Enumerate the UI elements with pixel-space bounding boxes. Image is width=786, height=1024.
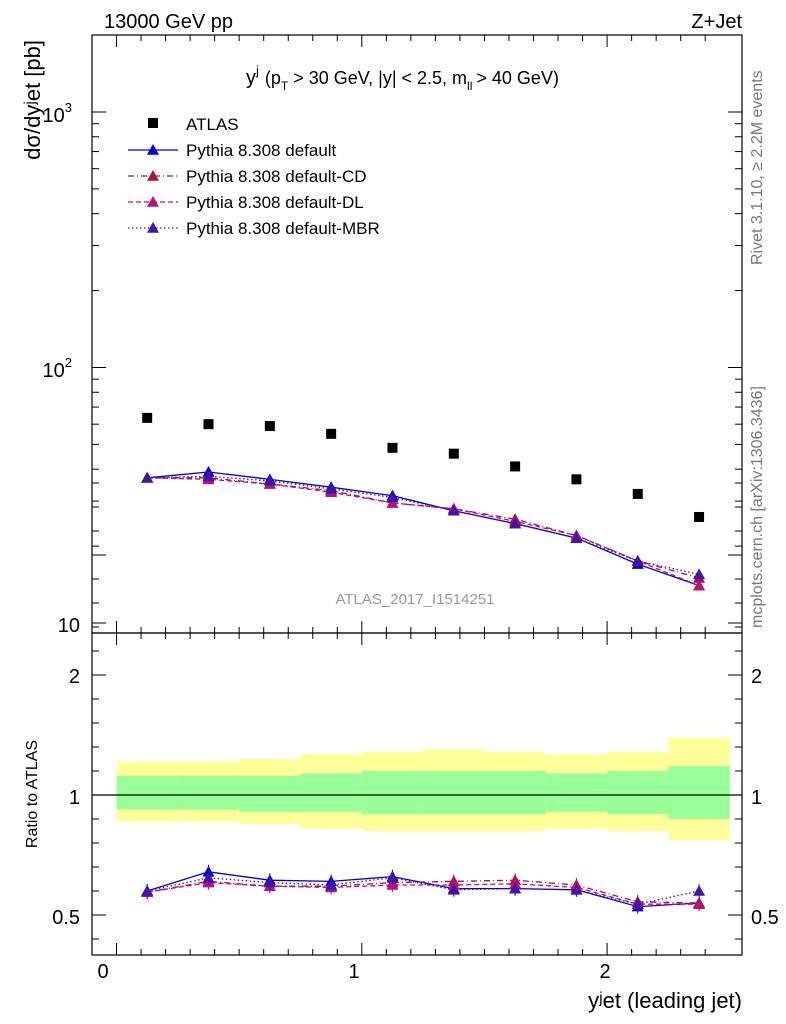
ratio-axis-ticks <box>92 482 742 955</box>
ytick-label-1000: 103 <box>43 100 72 127</box>
band-inner-3 <box>300 773 362 812</box>
atlas-point <box>632 488 643 499</box>
series-4-point <box>509 517 522 529</box>
legend-label-mbr: Pythia 8.308 default-MBR <box>186 219 380 238</box>
ytick-label-10: 10 <box>58 615 80 637</box>
series-4-point <box>631 554 644 566</box>
ratio-point-3 <box>693 898 706 909</box>
ratio-ytick-2-right: 2 <box>751 666 762 688</box>
ratio-line-4 <box>147 877 700 905</box>
ratio-ytick-1: 1 <box>69 787 80 809</box>
ratio-ytick-0p5-right: 0.5 <box>751 907 779 929</box>
ratio-ytick-0p5: 0.5 <box>52 907 80 929</box>
band-inner-5 <box>423 771 485 815</box>
ratio-ylabel: Ratio to ATLAS <box>24 740 41 848</box>
ratio-point-4 <box>631 898 644 909</box>
series-4-point <box>570 532 583 543</box>
band-inner-6 <box>484 771 546 815</box>
series-4-point <box>447 504 460 516</box>
ratio-point-4 <box>325 879 338 890</box>
mcplots-label: mcplots.cern.ch [arXiv:1306.3436] <box>749 386 766 628</box>
band-inner-4 <box>361 771 424 815</box>
atlas-point <box>571 474 582 485</box>
legend-marker-1 <box>147 144 159 155</box>
series-line-3 <box>147 477 700 587</box>
plot-title: yj (pT > 30 GeV, |y| < 2.5, mll > 40 GeV) <box>246 63 559 93</box>
band-inner-9 <box>668 766 730 819</box>
ratio-point-4 <box>202 871 215 883</box>
xaxis-label: yʲet (leading jet) <box>588 988 742 1013</box>
series-3-point <box>386 496 399 508</box>
legend-label-dl: Pythia 8.308 default-DL <box>186 193 364 212</box>
band-inner-1 <box>177 775 240 810</box>
ratio-point-4 <box>570 883 583 895</box>
atlas-point <box>264 421 275 432</box>
legend-marker-4 <box>147 222 159 233</box>
xtick-labels: 0 1 2 <box>97 961 610 983</box>
series-4-point <box>263 474 276 486</box>
ratio-line-1 <box>146 871 700 908</box>
ratio-data <box>141 864 706 914</box>
ytick-label-100: 102 <box>43 355 72 382</box>
xtick-label-2: 2 <box>599 961 610 983</box>
ratio-point-4 <box>263 876 276 888</box>
ratio-point-4 <box>386 871 399 883</box>
band-inner-0 <box>116 775 178 810</box>
main-ytick-labels: 10 102 103 <box>43 100 80 637</box>
ratio-panel-frame <box>91 632 743 956</box>
ratio-point-4 <box>141 885 154 896</box>
series-4-point <box>386 491 399 503</box>
band-inner-8 <box>607 771 669 815</box>
main-data <box>141 412 706 591</box>
header-right: Z+Jet <box>691 11 742 33</box>
legend-marker-atlas <box>148 118 158 128</box>
band-inner-2 <box>239 775 301 812</box>
band-inner-7 <box>545 773 608 812</box>
legend-marker-2 <box>147 170 159 181</box>
series-line-2 <box>147 477 700 579</box>
ratio-point-4 <box>509 882 522 894</box>
main-ylabel: dσ/dyʲet [pb] <box>20 40 45 160</box>
series-4-point <box>693 568 706 580</box>
atlas-point <box>694 511 705 522</box>
series-3-point <box>693 579 706 591</box>
series-line-4 <box>147 475 700 576</box>
header-left: 13000 GeV pp <box>104 11 233 33</box>
main-axis-ticks <box>92 35 742 633</box>
analysis-watermark: ATLAS_2017_I1514251 <box>335 591 494 608</box>
legend-label-default: Pythia 8.308 default <box>186 141 337 160</box>
ratio-point-4 <box>447 883 460 895</box>
xtick-label-0: 0 <box>97 961 108 983</box>
atlas-point <box>448 448 459 459</box>
atlas-point <box>387 442 398 453</box>
series-4-point <box>325 482 338 494</box>
ratio-line-3 <box>147 881 700 905</box>
ratio-ytick-2: 2 <box>69 666 80 688</box>
series-4-point <box>202 470 215 482</box>
atlas-point <box>142 412 153 423</box>
rivet-label: Rivet 3.1.10, ≥ 2.2M events <box>749 70 766 265</box>
series-4-point <box>141 471 154 483</box>
xtick-label-1: 1 <box>348 961 359 983</box>
atlas-point <box>326 428 337 439</box>
legend-label-atlas: ATLAS <box>186 115 239 134</box>
ratio-bands <box>92 737 742 841</box>
atlas-point <box>203 419 214 430</box>
ratio-ytick-labels: 0.5 1 2 0.5 1 2 <box>52 666 779 929</box>
ratio-point-4 <box>693 885 706 896</box>
legend-marker-3 <box>147 196 159 207</box>
legend: ATLAS Pythia 8.308 default Pythia 8.308 … <box>128 115 380 238</box>
series-line-1 <box>147 471 700 587</box>
legend-label-cd: Pythia 8.308 default-CD <box>186 167 367 186</box>
atlas-point <box>510 461 521 472</box>
ratio-ytick-1-right: 1 <box>751 787 762 809</box>
